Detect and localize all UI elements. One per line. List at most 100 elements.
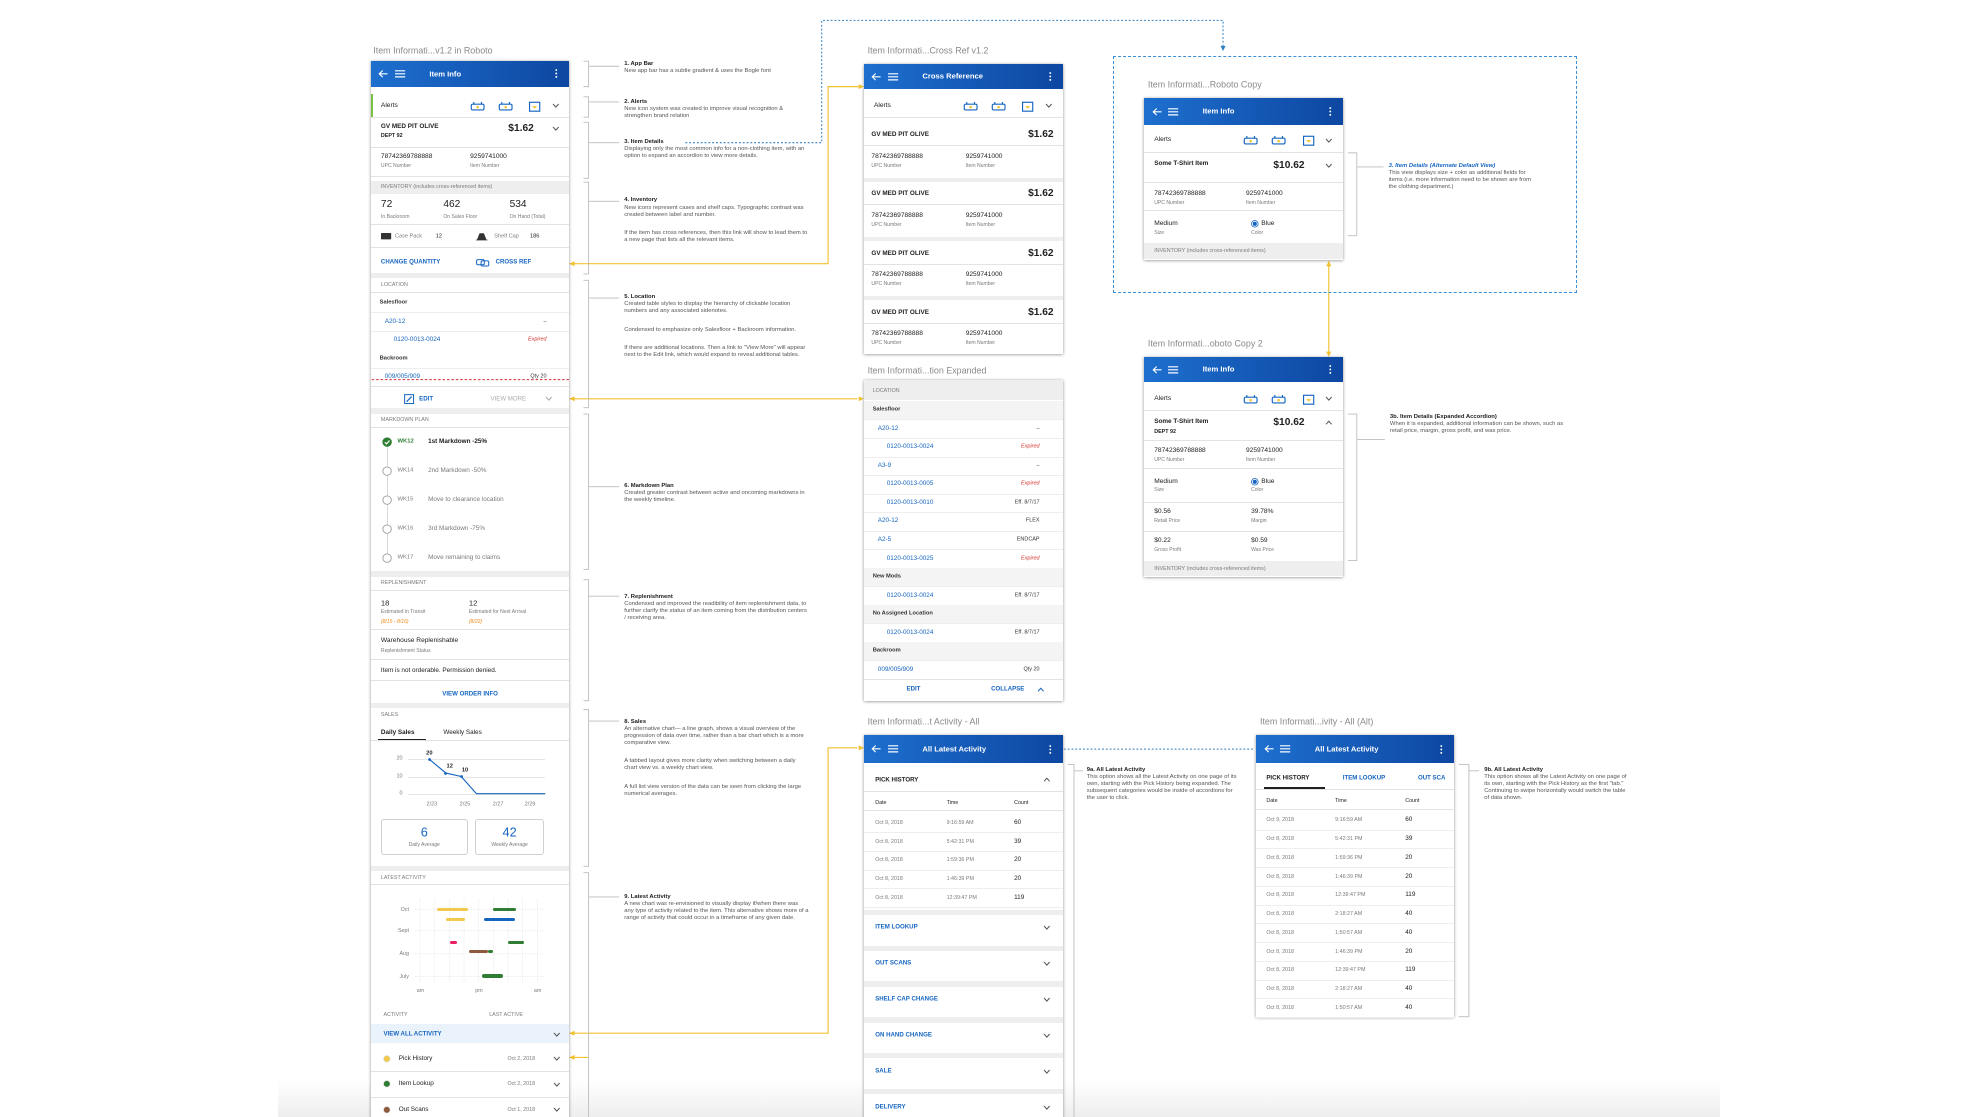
item-price: $1.62 [508,122,534,134]
section-gap [863,1089,1063,1095]
color-value: Blue [1261,477,1275,485]
markdown-text: Move to clearance location [428,496,504,504]
upc-number: 78742369788888 [871,271,923,279]
markdown-text: 2nd Markdown -50% [428,467,487,475]
timeline-dot-part [384,440,391,445]
table-cell: Oct 8, 2018 [1266,929,1294,936]
column-header: Date [875,799,887,806]
divider [370,146,570,148]
more-icon-part [1329,368,1332,371]
alert-icon [470,101,485,111]
connectors-part [569,86,859,265]
edit-icon-part [405,395,412,402]
section-gap [370,570,570,578]
chevron-part [1044,1033,1051,1038]
x-tick-label: 2/27 [492,801,504,808]
artboard-title: Item Informati...v1.2 in Roboto [373,45,493,56]
note-title: 9b. All Latest Activity [1484,766,1544,773]
table-cell: 39 [1405,835,1413,843]
table-cell: 5:42:31 PM [1335,835,1363,842]
section-label: Salesfloor [872,406,901,413]
color-radio-part [1252,479,1257,484]
item-price: $1.62 [1028,306,1054,318]
alert-icon [991,101,1006,111]
more-icon-part [1048,751,1051,754]
item-number-label: Item Number [470,162,500,169]
table-cell: Oct 8, 2018 [1266,910,1294,917]
location-code: 0120-0013-0024 [886,443,934,451]
timeline-dot [382,553,392,563]
alert-icon-part [1246,394,1256,397]
divider [1256,808,1454,810]
divider [370,330,570,332]
action-link: CHANGE QUANTITY [380,258,441,266]
more-icon [1439,744,1442,754]
table-cell: 39 [1014,837,1022,845]
more-icon-part [555,69,558,72]
artboard-title: Item Informati...Roboto Copy [1147,79,1262,90]
table-cell: 1:46:39 PM [1335,948,1363,955]
alert-icon-part [1022,101,1034,112]
more-icon [1329,365,1332,374]
divider [1144,182,1343,184]
alert-icon [529,101,541,112]
location-note: Expired [527,336,547,343]
location-note: Eff. 8/7/17 [1014,592,1040,599]
table-cell: 12:39:47 PM [1335,967,1366,974]
chevron [1044,925,1051,930]
inventory-label: On Sales Floor [443,213,478,220]
divider [1256,904,1454,906]
item-name: Some T-Shirt Item [1154,160,1209,168]
size-label: Size [1154,230,1165,237]
table-cell: 2:18:27 AM [1335,985,1363,992]
section-header: LOCATION [380,282,408,289]
note-text: Displaying only the most common info for… [624,145,805,159]
more-icon-part [555,76,558,79]
y-tick-label: 0 [399,790,403,797]
chevron [1044,961,1051,966]
note: 3b. Item Details (Expanded Accordion) Whe… [1390,414,1566,435]
connectors-part [1326,261,1332,267]
chevron [552,103,559,109]
alert-icon-part [1305,398,1311,402]
note-text: Condensed and improved the readibility o… [624,600,807,621]
more-icon-part [1048,78,1051,81]
sales-point-part [459,775,463,778]
week-label: WK16 [397,525,414,532]
divider [370,386,570,388]
divider [1256,923,1454,925]
divider [1256,942,1454,944]
edit-icon [403,393,414,404]
location-code: A2-5 [877,536,892,544]
status-label: Replenishment Status [380,647,431,654]
upc-number: 78742369788888 [871,211,923,219]
connectors-part [569,1030,575,1036]
section-gap [863,379,1063,401]
markdown-text: 1st Markdown -25% [428,438,488,446]
note-text: New icon system was created to improve v… [624,106,784,120]
section-gap [863,981,1063,987]
more-icon-part [1439,748,1442,751]
alert-icon [1272,136,1287,145]
section-header: MARKDOWN PLAN [380,417,429,424]
alert-icon-part [470,103,485,111]
location-code: 0120-0013-0024 [886,591,934,599]
activity-bar [468,950,488,954]
week-label: WK15 [397,496,414,503]
connectors-part [1347,152,1384,237]
note: 9b. All Latest Activity This option shows… [1484,767,1627,802]
location-code: A20-12 [877,517,899,525]
table-cell: 60 [1405,816,1413,824]
chevron-part [1325,163,1332,168]
connectors-part [569,747,858,1034]
table-cell: 5:42:31 PM [946,838,974,845]
activity-date: Oct 2, 2018 [507,1055,536,1062]
replenishment-date: (8/15 - 8/16) [380,618,409,625]
action-link: VIEW MORE [490,395,527,403]
column-header: Count [1014,799,1029,806]
x-tick-label: 2/25 [459,801,471,808]
timeline-dot [382,495,392,505]
back-icon-part [1152,107,1162,116]
table-cell: 1:50:57 AM [1335,929,1363,936]
item-number: 9259741000 [470,152,507,160]
